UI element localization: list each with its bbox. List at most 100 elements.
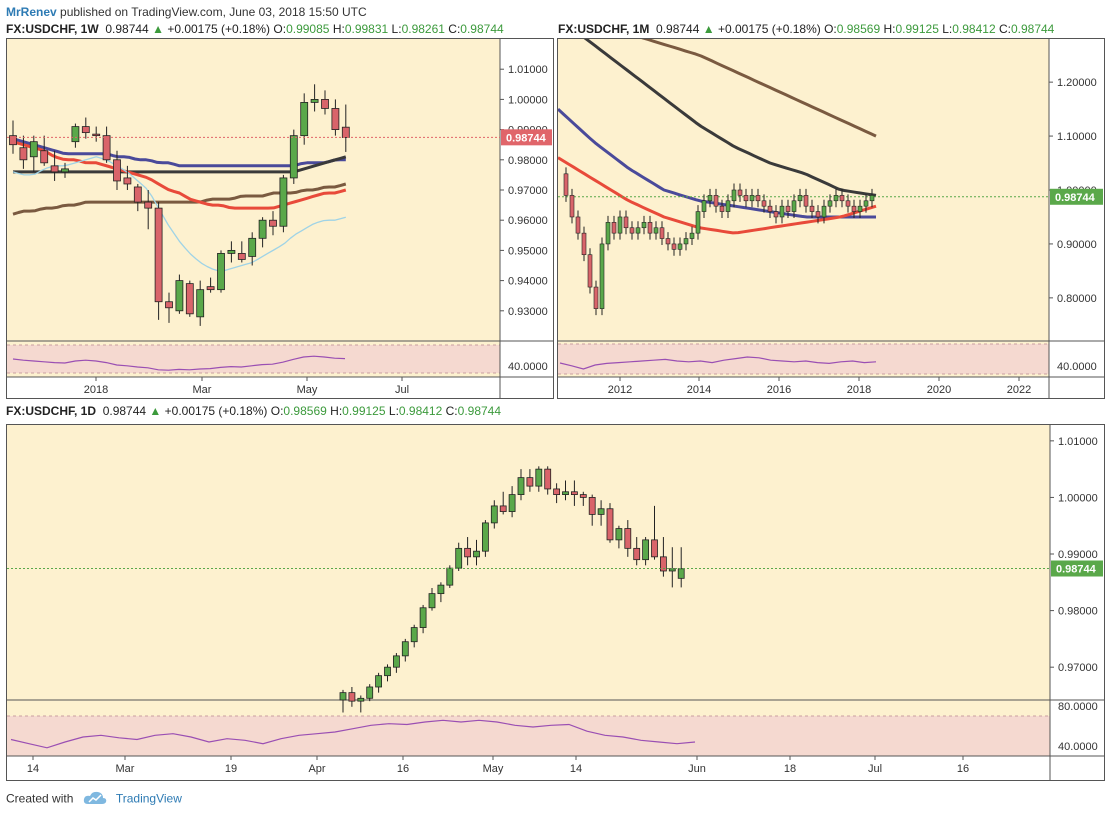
candle-body [579, 494, 587, 498]
candle-body [593, 286, 599, 309]
candle-body [217, 253, 225, 291]
main-pane-bg [7, 425, 1050, 700]
chart-1d-l-label: L: [388, 404, 399, 418]
candle-body [779, 205, 785, 218]
chart-1w-close: 0.98744 [460, 22, 504, 36]
candle-body [767, 205, 773, 212]
chart-1d-low: 0.98412 [398, 404, 443, 418]
candle-body [797, 195, 803, 202]
candle-body [154, 207, 163, 303]
main-pane-bg [558, 39, 1049, 341]
y-tick-label: 0.94000 [508, 276, 548, 288]
candle-body [803, 195, 809, 207]
rsi-band [7, 716, 1050, 756]
candle-body [481, 522, 489, 552]
candle-body [773, 211, 779, 218]
chart-1w-low: 0.98261 [401, 22, 445, 36]
chart-1m-c-label: C: [998, 22, 1011, 36]
last-price-tag [1051, 560, 1103, 577]
y-tick-label: 0.96000 [508, 215, 548, 227]
candle-body [508, 494, 516, 512]
candle-body [725, 200, 731, 212]
candle-body [695, 211, 701, 234]
candle-body [851, 205, 857, 212]
candle-body [660, 556, 667, 572]
candle-body [642, 539, 649, 561]
candle-body [29, 141, 38, 158]
candle-body [196, 289, 205, 318]
candle-body [366, 686, 374, 699]
chart-1w-last: 0.98744 [105, 22, 149, 36]
y-tick-label: 0.93000 [508, 306, 548, 318]
chart-1m-l-label: L: [942, 22, 953, 36]
candle-body [755, 195, 761, 202]
candle-body [92, 133, 101, 137]
x-tick-label: 2018 [84, 384, 108, 396]
candle-body [581, 232, 587, 256]
chart-1d-title: FX:USDCHF, 1D 0.98744 ▲ +0.00175 (+0.18%… [6, 404, 501, 418]
chart-1w-change: +0.00175 (+0.18%) [167, 22, 271, 36]
candle-body [410, 627, 418, 643]
candle-body [839, 195, 845, 202]
footer-created: Created with [6, 791, 74, 806]
candle-body [611, 222, 617, 234]
rsi-tick-label: 40.0000 [1057, 361, 1097, 373]
author-link[interactable]: MrRenev [6, 5, 57, 19]
chart-1w-title: FX:USDCHF, 1W 0.98744 ▲ +0.00175 (+0.18%… [6, 22, 504, 36]
candle-body [258, 219, 267, 239]
x-tick-label: 19 [225, 763, 237, 775]
x-tick-label: Apr [308, 763, 325, 775]
y-tick-label: 1.10000 [1057, 131, 1097, 143]
candle-body [563, 173, 569, 196]
candle-body [19, 147, 28, 161]
candle-body [845, 200, 851, 207]
candle-body [341, 126, 350, 138]
candle-body [743, 195, 749, 202]
x-tick-label: 16 [957, 763, 969, 775]
chart-1d-h-label: H: [330, 404, 343, 418]
candle-body [248, 237, 257, 257]
candle-body [113, 159, 121, 182]
candle-body [473, 550, 480, 558]
candle-body [571, 491, 578, 495]
candle-body [677, 243, 683, 250]
candle-body [701, 200, 707, 212]
candle-body [599, 243, 605, 309]
candle-body [606, 508, 614, 541]
tradingview-cloud-icon [83, 791, 107, 808]
candle-body [821, 205, 827, 218]
candle-body [269, 219, 277, 227]
x-tick-label: 2022 [1007, 384, 1031, 396]
candle-body [419, 607, 427, 628]
candle-body [629, 227, 635, 234]
chart-1d-open: 0.98569 [283, 404, 327, 418]
last-price-label: 0.98744 [1056, 563, 1097, 575]
candle-body [279, 177, 288, 227]
rsi-tick-label: 40.0000 [1058, 741, 1098, 753]
chart-1m-open: 0.98569 [836, 22, 881, 36]
candle-body [635, 227, 641, 234]
candle-body [809, 205, 815, 212]
chart-1d-high: 0.99125 [342, 404, 386, 418]
candle-body [517, 477, 525, 495]
chart-1w-panel[interactable]: 1.010001.000000.990000.980000.970000.960… [6, 38, 554, 399]
candle-body [668, 568, 676, 572]
chart-1w-svg[interactable]: 1.010001.000000.990000.980000.970000.960… [7, 39, 553, 398]
chart-1m-svg[interactable]: 1.200001.100001.000000.900000.8000040.00… [558, 39, 1104, 398]
footer-brand-link[interactable]: TradingView [115, 791, 182, 806]
candle-body [827, 200, 833, 207]
candle-body [623, 216, 629, 229]
chart-1d-svg[interactable]: 1.01000 1.00000 0.99000 0.98000 0.97000 80.00… [7, 425, 1104, 780]
candle-body [544, 468, 552, 490]
x-tick-label: Jul [395, 384, 409, 396]
chart-1m-panel[interactable]: 1.200001.100001.000000.900000.8000040.00… [557, 38, 1105, 399]
moving-average-line [641, 39, 877, 138]
x-tick-label: Mar [193, 384, 212, 396]
x-tick-label: May [297, 384, 318, 396]
x-tick-label: 2020 [927, 384, 951, 396]
chart-1d-panel[interactable]: 1.01000 1.00000 0.99000 0.98000 0.97000 80.00… [6, 424, 1105, 781]
candle-body [61, 168, 69, 173]
last-price-label: 0.98744 [506, 132, 547, 144]
up-triangle-icon: ▲ [702, 22, 715, 36]
candle-body [719, 205, 725, 212]
